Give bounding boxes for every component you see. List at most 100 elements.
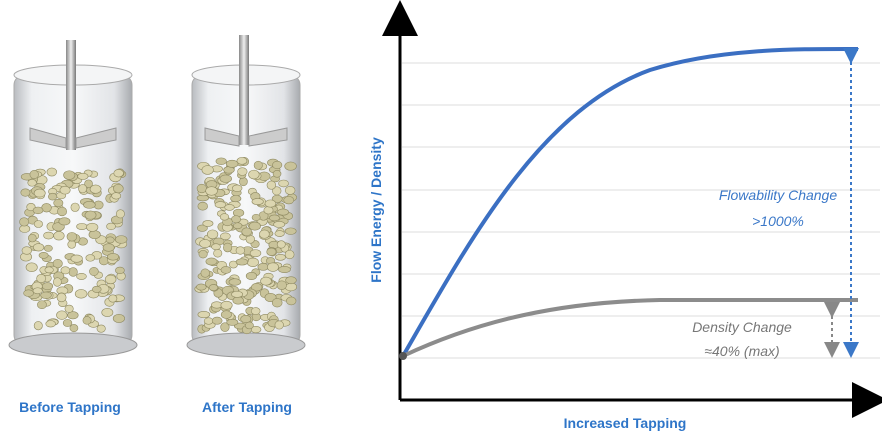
pellet: [69, 268, 78, 277]
pellet: [236, 259, 248, 265]
pellet: [89, 267, 98, 275]
pellet: [112, 193, 121, 200]
pellet: [264, 206, 273, 214]
pellet: [83, 201, 95, 208]
pellet: [115, 236, 127, 244]
pellet: [215, 202, 226, 208]
pellet: [54, 199, 63, 207]
pellet: [275, 231, 285, 237]
pellet: [113, 314, 124, 322]
pellet: [238, 168, 248, 176]
pellet: [65, 305, 73, 312]
pellet: [92, 286, 101, 292]
pellet: [214, 249, 222, 257]
pellet: [44, 232, 54, 239]
pellet: [201, 269, 210, 277]
pellet: [233, 223, 242, 229]
annotation: >1000%: [752, 213, 804, 229]
pellet: [267, 181, 276, 189]
pellet: [28, 234, 36, 242]
pellet: [78, 173, 88, 179]
pellet: [269, 215, 279, 221]
pellet: [241, 315, 251, 322]
origin-point: [399, 352, 407, 360]
pellet: [247, 258, 258, 267]
pellet: [21, 189, 30, 197]
annotation: Density Change: [692, 319, 792, 335]
pellet: [203, 220, 213, 226]
pellet: [267, 248, 276, 256]
pellet: [221, 301, 232, 309]
pellet: [274, 221, 285, 227]
pellet: [30, 170, 39, 178]
pellet: [226, 160, 238, 167]
pellet: [64, 171, 75, 180]
pellet: [34, 321, 42, 329]
annotation: ≈40% (max): [704, 343, 779, 359]
pellet: [231, 216, 240, 223]
pellet: [277, 241, 285, 248]
pellet: [54, 231, 65, 240]
page: Before Tapping After Tapping Flowability…: [0, 0, 882, 435]
pellet: [42, 283, 53, 290]
pellet: [285, 162, 297, 170]
pellet: [196, 284, 206, 290]
pellet: [34, 221, 42, 228]
pellet: [46, 321, 56, 328]
pellet: [57, 207, 66, 216]
pellet: [107, 223, 116, 230]
annotation: Flowability Change: [719, 187, 837, 203]
pellet: [83, 316, 91, 324]
pellet: [37, 274, 46, 282]
pellet: [284, 196, 294, 204]
pellet: [250, 250, 261, 257]
pellet: [212, 317, 222, 324]
illustration-label: Before Tapping: [19, 399, 121, 415]
pellet: [109, 295, 117, 302]
pellet: [76, 273, 86, 279]
pellet: [221, 311, 231, 319]
pellet: [53, 278, 61, 287]
pellet: [261, 277, 272, 285]
pellet: [86, 223, 98, 231]
pellet: [278, 266, 290, 272]
pellet: [198, 202, 208, 210]
pellet: [237, 157, 247, 164]
pellet: [233, 297, 244, 304]
pellet: [199, 250, 207, 258]
pellet: [285, 228, 296, 235]
pellet: [267, 263, 278, 272]
pellet: [22, 247, 32, 255]
pellet: [272, 161, 281, 169]
pellet: [209, 284, 218, 290]
pellet: [97, 325, 105, 332]
pellet: [113, 184, 123, 193]
pellet: [207, 230, 218, 239]
pellet: [285, 186, 295, 194]
pellet: [204, 318, 213, 325]
pellet: [86, 255, 95, 262]
pellet: [252, 214, 260, 220]
pellet: [106, 237, 114, 243]
pellet: [48, 193, 57, 200]
grid: [402, 63, 880, 358]
pellet: [212, 244, 221, 250]
pellet: [24, 290, 34, 297]
pellet: [265, 200, 276, 207]
pellet: [225, 204, 235, 210]
pellet: [34, 189, 45, 197]
pellet: [107, 253, 118, 260]
pellet: [259, 230, 269, 238]
pellet: [258, 263, 269, 270]
pellet: [220, 175, 232, 183]
pellet: [246, 272, 257, 279]
illustration-label: After Tapping: [202, 399, 292, 415]
pellet: [286, 277, 297, 284]
pellet: [60, 186, 70, 194]
pellet: [229, 279, 241, 286]
pellet: [200, 239, 211, 247]
pellet: [221, 266, 231, 273]
pellet: [102, 308, 113, 316]
pellet: [223, 243, 231, 252]
pellet: [220, 214, 229, 221]
